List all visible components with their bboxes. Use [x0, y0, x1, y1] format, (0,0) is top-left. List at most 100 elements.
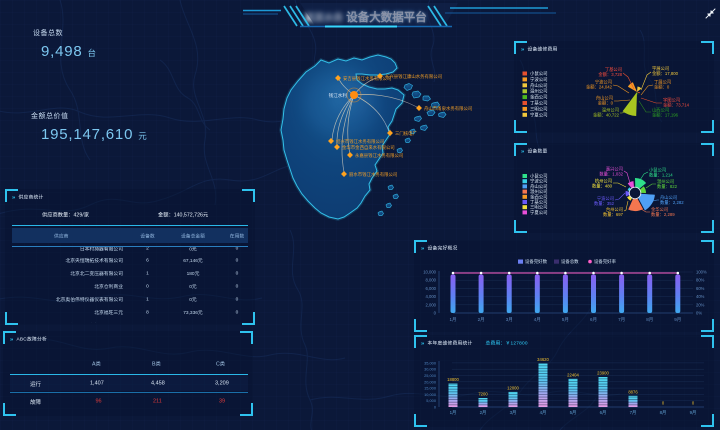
svg-text:宁波公司: 宁波公司 [530, 178, 548, 185]
svg-text:34620: 34620 [537, 357, 549, 362]
svg-text:数量：1,032: 数量：1,032 [599, 171, 623, 178]
svg-text:宁波公司: 宁波公司 [595, 79, 612, 86]
svg-text:金西公司: 金西公司 [530, 193, 548, 200]
svg-text:舟山公司: 舟山公司 [530, 183, 548, 190]
svg-text:1月: 1月 [450, 410, 457, 416]
svg-text:0: 0 [692, 401, 695, 406]
svg-text:钱江水利: 钱江水利 [329, 92, 348, 99]
svg-text:丁展公司: 丁展公司 [654, 80, 671, 86]
svg-text:12000: 12000 [507, 385, 519, 390]
svg-text:2月: 2月 [478, 317, 485, 323]
svg-text:宁夏公司: 宁夏公司 [530, 209, 548, 215]
svg-text:5月: 5月 [570, 410, 577, 416]
svg-text:舟山公司: 舟山公司 [530, 82, 548, 89]
svg-text:5,000: 5,000 [426, 398, 437, 403]
svg-text:山西公司: 山西公司 [652, 107, 669, 114]
svg-text:数量：480: 数量：480 [592, 183, 613, 190]
svg-text:数量：822: 数量：822 [657, 183, 678, 190]
svg-text:8,000: 8,000 [426, 278, 437, 283]
svg-text:7月: 7月 [630, 410, 637, 416]
svg-text:10,000: 10,000 [424, 392, 437, 397]
svg-text:0: 0 [434, 311, 437, 316]
svg-text:三明公司: 三明公司 [530, 205, 548, 211]
svg-text:宁波公司: 宁波公司 [597, 195, 614, 202]
svg-text:宁夏公司: 宁夏公司 [530, 111, 548, 117]
svg-text:8月: 8月 [660, 410, 667, 416]
svg-text:设备完好率: 设备完好率 [594, 258, 617, 265]
svg-text:4月: 4月 [540, 410, 547, 416]
svg-text:绍兴市钱江水务有限公司: 绍兴市钱江水务有限公司 [336, 138, 384, 145]
svg-text:4,000: 4,000 [426, 294, 437, 299]
svg-text:安吉县钱江水务有限公司: 安吉县钱江水务有限公司 [343, 75, 391, 82]
svg-text:1月: 1月 [449, 317, 456, 323]
svg-text:23900: 23900 [597, 371, 609, 376]
svg-text:8876: 8876 [628, 389, 638, 394]
svg-text:金额：24,042: 金额：24,042 [586, 84, 613, 91]
svg-text:小鼠公司: 小鼠公司 [530, 70, 548, 77]
svg-text:数量：697: 数量：697 [603, 211, 624, 218]
svg-text:金额：0: 金额：0 [598, 100, 614, 107]
svg-text:宇图公司: 宇图公司 [663, 97, 680, 104]
svg-text:7月: 7月 [618, 317, 625, 323]
svg-text:数量：2,282: 数量：2,282 [660, 199, 684, 206]
svg-text:温州公司: 温州公司 [657, 178, 674, 185]
svg-text:9月: 9月 [690, 410, 697, 416]
svg-text:60%: 60% [696, 286, 705, 291]
svg-text:25,000: 25,000 [424, 373, 437, 378]
svg-text:9月: 9月 [674, 317, 681, 323]
svg-text:7200: 7200 [478, 392, 488, 397]
svg-text:金额：17,800: 金额：17,800 [652, 70, 679, 77]
svg-text:金额：73,714: 金额：73,714 [663, 102, 690, 109]
svg-text:宁波公司: 宁波公司 [530, 76, 548, 83]
svg-text:丁基公司: 丁基公司 [530, 100, 548, 106]
svg-text:台州公司: 台州公司 [606, 206, 623, 213]
svg-text:金华公司: 金华公司 [651, 206, 668, 213]
svg-text:3月: 3月 [506, 317, 513, 323]
svg-text:2月: 2月 [480, 410, 487, 416]
svg-text:设备总数: 设备总数 [561, 258, 579, 265]
svg-text:嘉兴公司: 嘉兴公司 [606, 166, 623, 173]
svg-text:金华市金西自来水有限公司: 金华市金西自来水有限公司 [342, 144, 395, 151]
svg-text:金额：0: 金额：0 [654, 84, 670, 91]
svg-text:舟山市甬泉水务有限公司: 舟山市甬泉水务有限公司 [424, 105, 472, 112]
svg-text:80%: 80% [696, 278, 705, 283]
svg-text:三明公司: 三明公司 [530, 106, 548, 112]
svg-text:数量：1,214: 数量：1,214 [649, 172, 673, 179]
svg-text:温州公司: 温州公司 [602, 107, 619, 114]
svg-text:35,000: 35,000 [424, 360, 437, 365]
svg-text:2,000: 2,000 [426, 302, 437, 307]
svg-text:20,000: 20,000 [424, 379, 437, 384]
svg-text:丁基公司: 丁基公司 [530, 199, 548, 205]
svg-text:数量：2,289: 数量：2,289 [651, 211, 675, 218]
svg-text:设备完好数: 设备完好数 [525, 258, 548, 265]
svg-text:丽水市钱江水务有限公司: 丽水市钱江水务有限公司 [349, 171, 397, 178]
svg-text:小鼠公司: 小鼠公司 [649, 167, 666, 174]
svg-text:宇展公司: 宇展公司 [652, 65, 669, 72]
svg-text:杭州公司: 杭州公司 [595, 178, 612, 185]
svg-text:30,000: 30,000 [424, 367, 437, 372]
svg-text:0%: 0% [696, 311, 702, 316]
svg-text:金额：40,722: 金额：40,722 [593, 112, 620, 119]
svg-text:小鼠公司: 小鼠公司 [530, 173, 548, 180]
svg-text:舟山公司: 舟山公司 [660, 194, 677, 201]
svg-text:8月: 8月 [646, 317, 653, 323]
svg-text:100%: 100% [696, 270, 707, 275]
svg-text:6月: 6月 [600, 410, 607, 416]
svg-text:22404: 22404 [567, 372, 579, 377]
svg-text:金西公司: 金西公司 [530, 94, 548, 101]
svg-text:丁基公司: 丁基公司 [605, 66, 622, 72]
svg-text:3月: 3月 [510, 410, 517, 416]
svg-text:15,000: 15,000 [424, 386, 437, 391]
svg-text:数量：352: 数量：352 [594, 200, 615, 207]
svg-text:舟山公司: 舟山公司 [596, 95, 613, 102]
svg-text:10,000: 10,000 [423, 270, 436, 275]
svg-text:温州公司: 温州公司 [530, 88, 548, 95]
svg-text:4月: 4月 [534, 317, 541, 323]
svg-text:6月: 6月 [590, 317, 597, 323]
svg-text:5月: 5月 [562, 317, 569, 323]
svg-text:6,000: 6,000 [426, 286, 437, 291]
svg-text:20%: 20% [696, 302, 705, 307]
svg-text:0: 0 [662, 401, 665, 406]
svg-text:金额：3,728: 金额：3,728 [598, 71, 622, 78]
svg-text:18800: 18800 [447, 377, 459, 382]
